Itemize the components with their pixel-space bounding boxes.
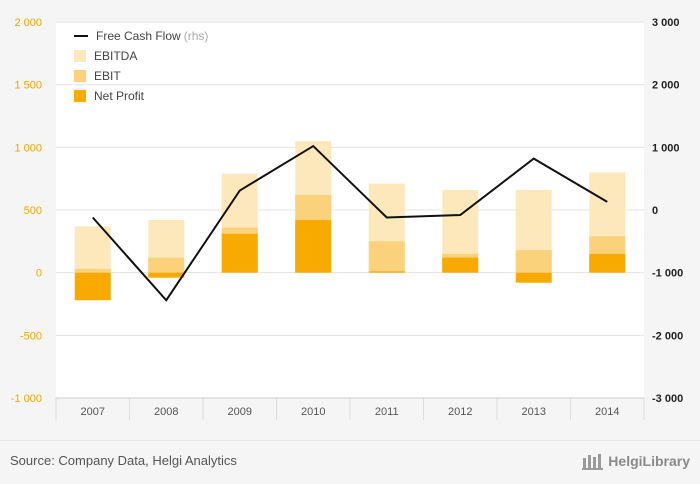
x-tick-label: 2011 (375, 406, 399, 418)
bar-ebit (74, 268, 111, 273)
legend-swatch-icon (74, 70, 86, 82)
right-tick-label: -3 000 (652, 393, 683, 405)
bar-net-profit (148, 272, 185, 278)
source-text: Source: Company Data, Helgi Analytics (10, 453, 237, 468)
right-tick-label: -1 000 (652, 268, 683, 280)
right-tick-label: 2 000 (652, 80, 680, 92)
legend-item-free-cash-flow: Free Cash Flow (rhs) (74, 26, 208, 46)
footer: Source: Company Data, Helgi Analytics He… (0, 440, 700, 484)
left-tick-label: -500 (20, 330, 42, 342)
legend-label: EBIT (94, 69, 121, 83)
x-tick-label: 2013 (522, 406, 546, 418)
legend-item-net-profit: Net Profit (74, 86, 208, 106)
x-tick-label: 2009 (228, 406, 252, 418)
legend-swatch-icon (74, 90, 86, 102)
bar-net-profit (368, 271, 405, 273)
legend: Free Cash Flow (rhs) EBITDA EBIT Net Pro… (74, 26, 208, 106)
brand-name: HelgiLibrary (608, 453, 690, 469)
bar-net-profit (221, 233, 258, 273)
legend-label: EBITDA (94, 49, 138, 63)
left-tick-label: 0 (36, 268, 42, 280)
legend-swatch-icon (74, 50, 86, 62)
x-tick-label: 2008 (154, 406, 178, 418)
line-free-cash-flow (92, 144, 608, 302)
right-tick-label: 0 (652, 205, 658, 217)
legend-suffix: (rhs) (183, 29, 209, 43)
legend-label: Net Profit (94, 89, 145, 103)
bar-ebit (368, 241, 405, 273)
left-tick-label: 1 000 (14, 142, 42, 154)
right-tick-label: 3 000 (652, 17, 680, 29)
bar-ebit (515, 250, 552, 273)
x-tick-label: 2012 (448, 406, 472, 418)
x-tick-label: 2007 (81, 406, 105, 418)
left-tick-label: 1 500 (14, 80, 42, 92)
bar-net-profit (515, 272, 552, 283)
left-tick-label: 500 (24, 205, 42, 217)
bar-net-profit (442, 257, 479, 273)
x-tick-label: 2010 (301, 406, 325, 418)
left-tick-label: -1 000 (11, 393, 42, 405)
legend-item-ebitda: EBITDA (74, 46, 208, 66)
legend-line-icon (74, 35, 88, 37)
library-icon (582, 454, 604, 470)
bar-net-profit (589, 253, 626, 273)
brand-logo[interactable]: HelgiLibrary (582, 452, 690, 470)
x-tick-label: 2014 (595, 406, 619, 418)
chart-svg: -1 000 -500 0 500 1 000 1 500 2 000 -3 000 -2 00… (11, 17, 683, 420)
legend-item-ebit: EBIT (74, 66, 208, 86)
bar-net-profit (74, 272, 111, 301)
legend-label: Free Cash Flow (96, 29, 181, 43)
bar-ebitda (74, 226, 111, 273)
right-tick-label: -2 000 (652, 330, 683, 342)
left-tick-label: 2 000 (14, 17, 42, 29)
bar-net-profit (295, 220, 332, 273)
chart-area: -1 000 -500 0 500 1 000 1 500 2 000 -3 000 -2 00… (11, 17, 683, 420)
right-tick-label: 1 000 (652, 142, 680, 154)
bar-ebit (148, 257, 185, 273)
